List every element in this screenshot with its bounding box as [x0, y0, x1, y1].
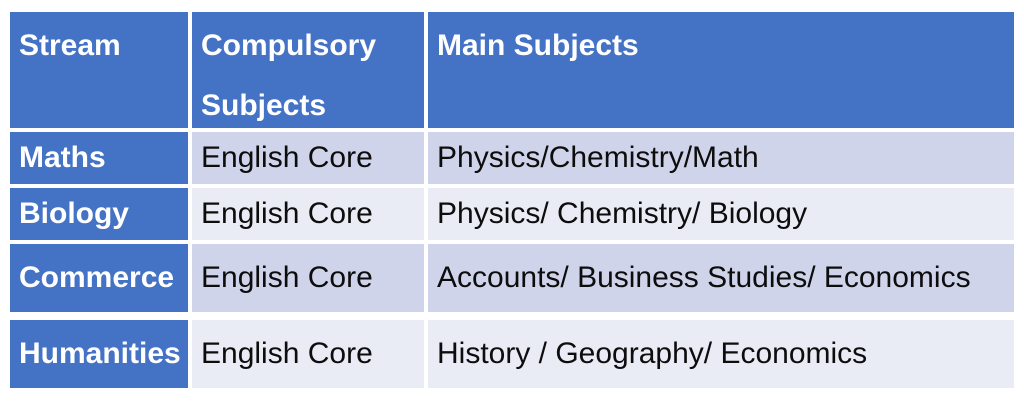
stream-label: Commerce [19, 261, 175, 294]
compulsory-value: English Core [201, 197, 373, 230]
compulsory-cell-maths: English Core [192, 132, 424, 184]
column-header-stream-label: Stream [19, 29, 121, 62]
main-subjects-value: Physics/Chemistry/Math [437, 141, 759, 174]
main-subjects-cell-maths: Physics/Chemistry/Math [428, 132, 1014, 184]
column-header-main-subjects-label: Main Subjects [437, 29, 639, 62]
stream-cell-biology: Biology [10, 188, 188, 240]
stream-label: Biology [19, 197, 129, 230]
compulsory-value: English Core [201, 261, 373, 294]
compulsory-value: English Core [201, 337, 373, 370]
column-header-compulsory-subjects-label: Compulsory Subjects [201, 29, 377, 122]
stream-cell-humanities: Humanities [10, 320, 188, 388]
compulsory-cell-biology: English Core [192, 188, 424, 240]
main-subjects-cell-commerce: Accounts/ Business Studies/ Economics [428, 244, 1014, 312]
compulsory-cell-commerce: English Core [192, 244, 424, 312]
main-subjects-value: Accounts/ Business Studies/ Economics [437, 261, 971, 294]
stream-label: Humanities [19, 337, 181, 370]
column-header-main-subjects: Main Subjects [428, 12, 1014, 128]
stream-cell-maths: Maths [10, 132, 188, 184]
stream-label: Maths [19, 141, 106, 174]
compulsory-cell-humanities: English Core [192, 320, 424, 388]
streams-subjects-table: Stream Compulsory Subjects Main Subjects… [10, 12, 1014, 388]
stream-cell-commerce: Commerce [10, 244, 188, 312]
main-subjects-value: History / Geography/ Economics [437, 337, 868, 370]
main-subjects-value: Physics/ Chemistry/ Biology [437, 197, 808, 230]
main-subjects-cell-humanities: History / Geography/ Economics [428, 320, 1014, 388]
column-header-stream: Stream [10, 12, 188, 128]
compulsory-value: English Core [201, 141, 373, 174]
column-header-compulsory-subjects: Compulsory Subjects [192, 12, 424, 128]
main-subjects-cell-biology: Physics/ Chemistry/ Biology [428, 188, 1014, 240]
